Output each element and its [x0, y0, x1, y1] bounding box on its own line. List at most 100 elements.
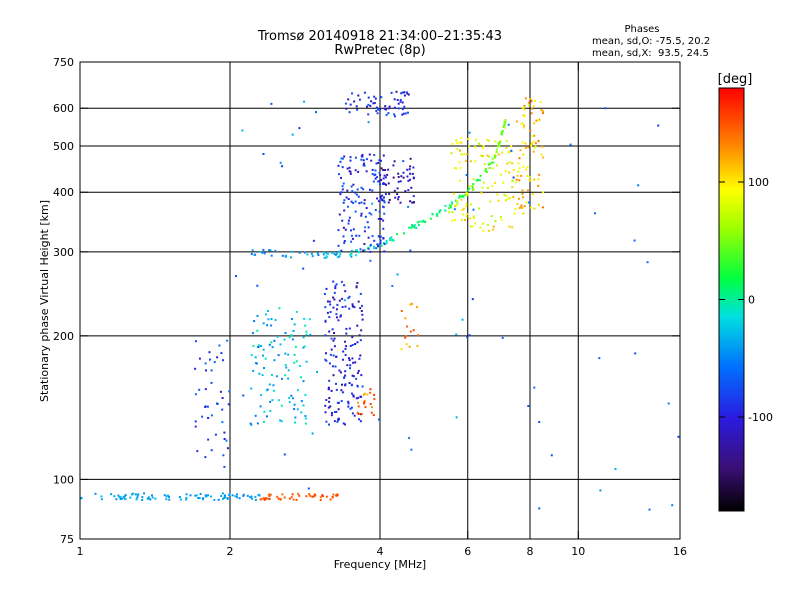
data-point: [387, 112, 390, 115]
data-point: [416, 221, 419, 224]
data-point: [468, 185, 471, 187]
data-point: [299, 365, 302, 367]
data-point: [302, 267, 305, 270]
data-point: [283, 338, 286, 341]
data-point: [402, 176, 405, 179]
data-point: [324, 358, 327, 361]
data-point: [479, 143, 481, 146]
data-point: [236, 493, 238, 496]
data-point: [362, 249, 365, 252]
data-point: [511, 186, 514, 189]
data-point: [252, 369, 255, 372]
data-point: [461, 318, 464, 321]
data-point: [385, 183, 387, 186]
data-point: [416, 306, 419, 309]
data-point: [356, 282, 359, 284]
data-point: [359, 307, 362, 310]
data-point: [342, 235, 345, 238]
data-point: [460, 137, 463, 140]
data-point: [349, 170, 352, 173]
data-point: [470, 225, 472, 228]
data-point: [231, 494, 234, 497]
data-point: [464, 193, 467, 196]
data-point: [363, 230, 366, 233]
data-point: [185, 493, 188, 496]
data-point: [482, 222, 485, 225]
data-point: [207, 417, 210, 419]
data-point: [481, 155, 484, 158]
data-point: [333, 253, 336, 256]
data-point: [451, 202, 454, 205]
x-tick-label: 2: [227, 545, 234, 558]
data-point: [303, 100, 306, 103]
data-point: [357, 413, 360, 415]
data-point: [360, 212, 363, 215]
data-point: [357, 405, 360, 408]
data-point: [409, 157, 412, 160]
data-point: [217, 498, 220, 501]
data-point: [450, 201, 453, 204]
data-point: [304, 417, 307, 420]
data-point: [404, 112, 407, 115]
data-point: [226, 497, 229, 500]
data-point: [253, 254, 256, 256]
data-point: [343, 284, 346, 287]
data-point: [204, 388, 207, 391]
data-point: [509, 197, 512, 200]
data-point: [417, 334, 420, 337]
data-point: [529, 97, 532, 100]
data-point: [134, 493, 137, 496]
data-point: [349, 159, 352, 162]
data-point: [344, 305, 347, 308]
data-point: [348, 166, 351, 169]
data-point: [281, 254, 284, 257]
data-point: [472, 188, 475, 191]
data-point: [312, 239, 315, 242]
data-point: [279, 343, 282, 346]
data-point: [361, 153, 364, 156]
data-point: [453, 208, 456, 211]
data-point: [348, 295, 351, 298]
data-point: [324, 411, 327, 414]
data-point: [397, 180, 400, 183]
data-point: [346, 167, 349, 170]
data-point: [475, 179, 478, 182]
data-point: [361, 318, 364, 321]
data-point: [198, 357, 201, 360]
data-point: [418, 220, 421, 223]
data-point: [369, 243, 372, 246]
data-point: [382, 169, 385, 171]
data-point: [397, 196, 400, 198]
data-point: [363, 392, 366, 395]
data-point: [403, 91, 406, 94]
data-point: [411, 225, 414, 228]
data-point: [357, 195, 360, 198]
data-point: [467, 189, 470, 192]
data-point: [533, 146, 536, 149]
data-point: [376, 243, 379, 246]
data-point: [494, 154, 497, 156]
gridlines: [80, 62, 680, 539]
data-point: [273, 339, 276, 342]
data-point: [325, 359, 328, 362]
data-point: [194, 393, 197, 396]
data-point: [189, 494, 192, 497]
data-point: [460, 153, 463, 156]
data-point: [349, 172, 352, 175]
data-point: [364, 406, 367, 409]
colorbar-tick-label: 100: [748, 176, 769, 189]
data-point: [525, 168, 528, 171]
data-point: [383, 196, 385, 199]
data-point: [505, 139, 508, 142]
data-point: [358, 418, 361, 421]
data-point: [509, 150, 512, 153]
data-point: [270, 102, 273, 105]
data-point: [382, 182, 385, 185]
data-point: [325, 352, 327, 355]
data-point: [466, 213, 469, 216]
data-point: [333, 411, 336, 413]
data-point: [270, 341, 273, 344]
data-point: [406, 175, 409, 178]
data-point: [210, 414, 213, 417]
data-point: [340, 400, 343, 402]
